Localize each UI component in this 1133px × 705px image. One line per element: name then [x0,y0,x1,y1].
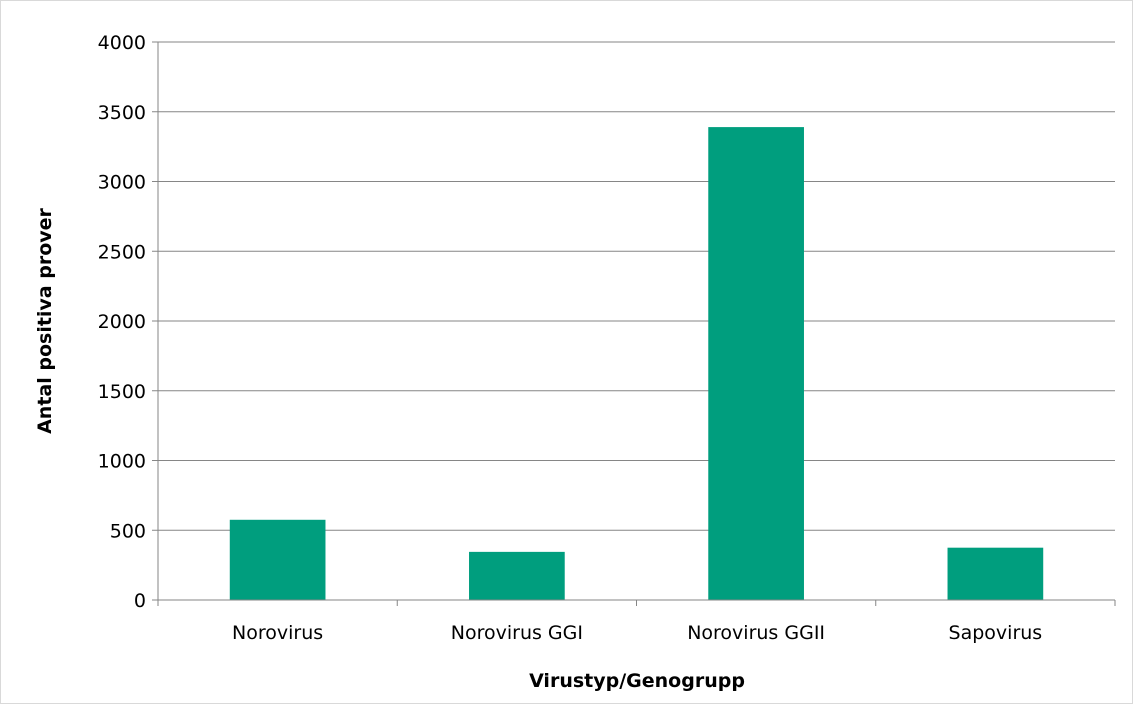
bar-norovirus-ggi [469,551,565,600]
x-tick-label: Sapovirus [949,622,1043,644]
y-tick-label: 1500 [98,381,146,403]
y-tick-label: 1000 [98,451,146,473]
x-tick-label: Norovirus GGI [451,622,583,644]
y-tick-label: 3500 [98,102,146,124]
x-tick-label: Norovirus GGII [687,622,825,644]
bar-norovirus [229,519,326,600]
bar-norovirus-ggii [708,127,804,600]
y-tick-labels: 0 500 1000 1500 2000 2500 3000 3500 4000 [98,32,146,612]
y-tick-label: 3000 [98,172,146,194]
x-axis-title: Virustyp/Genogrupp [529,670,745,692]
y-tick-label: 500 [110,520,146,542]
x-tick-label: Norovirus [232,622,323,644]
gridlines [158,41,1115,531]
bar-sapovirus [947,547,1044,600]
x-tick-labels: Norovirus Norovirus GGI Norovirus GGII Sapo… [232,622,1042,644]
y-tick-label: 2000 [98,311,146,333]
y-tick-label: 0 [134,590,146,612]
bars [229,127,1044,600]
y-tick-label: 2500 [98,241,146,263]
axes [152,41,1116,606]
y-tick-label: 4000 [98,32,146,54]
y-axis-title: Antal positiva prover [34,207,56,433]
